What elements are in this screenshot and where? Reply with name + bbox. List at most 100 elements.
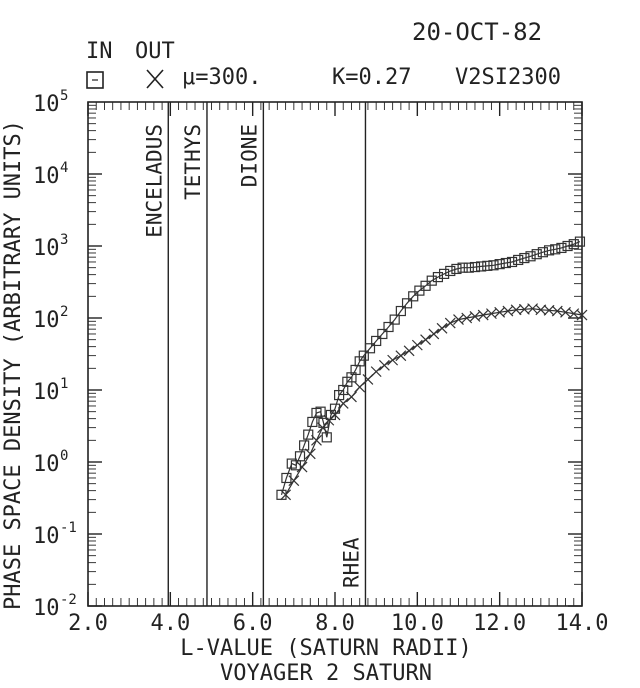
data-point-in [482,260,493,271]
data-point-in [401,298,413,309]
data-point-in [513,254,524,266]
x-tick-label: 14.0 [556,611,609,636]
y-tick-exponent: 0 [60,448,68,464]
series-out [280,303,588,501]
y-tick-label: 10 [33,380,60,405]
data-point-out [323,414,335,426]
data-point-in [543,245,555,256]
moon-label-rhea: RHEA [339,537,363,588]
y-tick-exponent: -2 [60,592,77,608]
y-axis-title: PHASE SPACE DENSITY (ARBITRARY UNITS) [1,120,26,610]
data-point-in [389,314,400,325]
data-point-in [457,262,468,273]
data-point-in [371,335,382,347]
data-point-out [378,359,390,371]
data-point-in [303,429,314,440]
mu-label: μ=300. [182,65,261,90]
moon-lines: ENCELADUS TETHYS DIONE RHEA [142,102,367,606]
y-tick-label: 10 [33,524,60,549]
data-point-in [550,244,561,255]
data-point-in [500,257,511,269]
data-point-out [518,303,530,315]
x-tick-label: 6.0 [233,611,273,636]
data-point-in [488,260,499,271]
in-legend-marker [86,71,104,89]
data-point-in [438,268,450,279]
y-tick-exponent: 4 [60,160,68,176]
x-tick-labels: 2.0 4.0 6.0 8.0 10.0 12.0 14.0 [68,611,608,636]
data-point-out [288,475,300,487]
chart-title: VOYAGER 2 SATURN [220,661,432,686]
data-point-in [519,252,530,264]
data-point-in [537,247,548,258]
data-point-in [469,261,481,273]
data-point-out [510,304,522,316]
data-point-in [364,343,376,354]
out-legend-label: OUT [135,39,175,64]
data-point-in [445,265,456,277]
data-point-out [428,328,440,340]
data-point-in [574,236,586,247]
data-point-in [315,406,326,417]
data-point-in [463,262,474,273]
data-point-in [276,489,287,500]
y-tick-label: 10 [33,164,60,189]
data-point-out [311,434,322,446]
data-point-in [476,261,487,272]
data-point-in [321,432,332,443]
x-tick-label: 8.0 [315,611,355,636]
data-point-in [494,259,505,270]
data-point-in [383,321,394,333]
y-tick-label: 10 [33,308,60,333]
y-tick-label: 10 [33,92,60,117]
data-point-out [436,322,448,334]
data-point-out [346,391,357,403]
data-point-out [296,461,308,473]
data-point-in [525,251,536,262]
moon-label-dione: DIONE [237,124,261,187]
data-point-out [444,317,456,329]
x-tick-label: 10.0 [391,611,444,636]
series-in [276,236,586,500]
y-tick-label: 10 [33,452,60,477]
minor-ticks [87,102,583,607]
data-point-out [387,354,399,366]
code-label: V2SI2300 [455,65,561,90]
data-point-in [506,256,518,268]
data-point-out [535,304,547,316]
data-point-in [358,350,369,361]
data-point-out [576,309,588,321]
data-point-out [280,489,292,501]
data-point-in [294,451,306,462]
k-label: K=0.27 [332,65,411,90]
y-tick-exponent: 5 [60,88,68,104]
data-point-out [370,366,382,378]
x-axis-title: L-VALUE (SATURN RADII) [180,636,471,661]
out-legend-marker [146,69,164,89]
series-line-in [280,241,581,495]
data-point-in [408,291,419,302]
series-line-out [285,307,583,496]
data-point-in [531,249,542,260]
moon-label-tethys: TETHYS [181,124,205,200]
y-tick-exponent: 2 [60,304,68,320]
data-point-out [411,339,423,351]
data-point-in [420,280,431,291]
data-point-out [395,350,407,362]
data-point-out [304,448,316,460]
x-tick-label: 12.0 [473,611,526,636]
data-point-in [377,328,388,340]
y-tick-label: 10 [33,596,60,621]
y-tick-exponent: -1 [60,520,77,536]
data-point-in [432,271,444,283]
data-point-in [562,240,573,252]
x-tick-label: 2.0 [68,611,108,636]
y-tick-exponent: 3 [60,232,68,248]
data-point-out [403,345,415,357]
date-label: 20-OCT-82 [412,18,542,46]
data-point-out [420,334,431,346]
x-tick-label: 4.0 [150,611,190,636]
data-point-in [451,263,462,275]
